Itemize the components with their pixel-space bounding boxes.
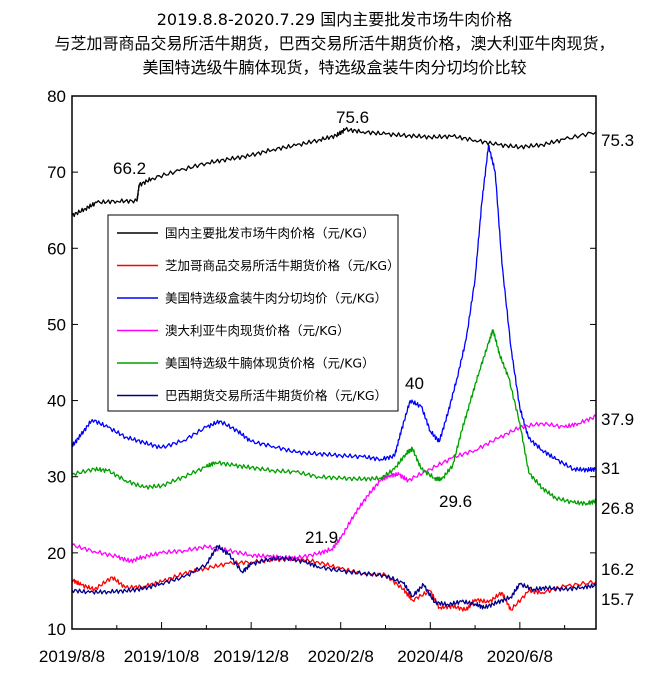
value-annotation-7: 26.8 xyxy=(601,499,634,518)
legend-label-3: 澳大利亚牛肉现货价格（元/KG） xyxy=(165,323,350,338)
legend-label-4: 美国特选级牛腩体现货价格（元/KG） xyxy=(165,356,375,371)
series-line-1 xyxy=(71,556,597,612)
plot-frame xyxy=(71,95,597,630)
series-line-5 xyxy=(71,544,597,610)
value-annotation-10: 15.7 xyxy=(601,590,634,609)
x-tick-label-2: 2019/12/8 xyxy=(213,647,289,666)
y-tick-label-5: 60 xyxy=(47,239,66,258)
value-annotation-5: 31 xyxy=(601,459,620,478)
value-annotation-3: 40 xyxy=(405,374,424,393)
title-line-1: 2019.8.8-2020.7.29 国内主要批发市场牛肉价格 xyxy=(156,10,513,29)
legend-label-5: 巴西期货交易所活牛期货价格（元/KG） xyxy=(165,388,387,403)
series-layer xyxy=(71,126,597,612)
series-line-4 xyxy=(71,329,597,506)
title-line-3: 美国特选级牛腩体现货，特选级盒装牛肉分切均价比较 xyxy=(142,58,527,77)
value-annotation-0: 66.2 xyxy=(113,159,146,178)
y-tick-label-3: 40 xyxy=(47,392,66,411)
title-line-2: 与芝加哥商品交易所活牛期货，巴西交易所活牛期货价格，澳大利亚牛肉现货， xyxy=(54,34,615,53)
y-tick-label-4: 50 xyxy=(47,315,66,334)
x-tick-label-5: 2020/6/8 xyxy=(487,647,553,666)
x-tick-label-3: 2020/2/8 xyxy=(308,647,374,666)
y-tick-label-1: 20 xyxy=(47,544,66,563)
chart-title: 2019.8.8-2020.7.29 国内主要批发市场牛肉价格 与芝加哥商品交易… xyxy=(0,8,669,80)
series-line-2 xyxy=(71,144,597,473)
legend-label-0: 国内主要批发市场牛肉价格（元/KG） xyxy=(165,226,375,241)
value-annotation-6: 29.6 xyxy=(439,492,472,511)
y-tick-label-0: 10 xyxy=(47,620,66,639)
value-annotation-2: 75.3 xyxy=(601,131,634,150)
legend: 国内主要批发市场牛肉价格（元/KG） 芝加哥商品交易所活牛期货价格（元/KG） 美国… xyxy=(107,214,400,412)
value-annotation-8: 21.9 xyxy=(305,528,338,547)
x-tick-label-4: 2020/4/8 xyxy=(397,647,463,666)
legend-label-1: 芝加哥商品交易所活牛期货价格（元/KG） xyxy=(165,258,400,273)
y-tick-label-2: 30 xyxy=(47,468,66,487)
x-tick-label-1: 2019/10/8 xyxy=(124,647,200,666)
y-tick-label-6: 70 xyxy=(47,163,66,182)
value-annotation-4: 37.9 xyxy=(601,410,634,429)
value-annotation-9: 16.2 xyxy=(601,560,634,579)
y-tick-label-7: 80 xyxy=(47,87,66,106)
axis-layer: 10 20 30 40 50 60 70 80 2019/8/8 2019/10/8 2019/12… xyxy=(39,87,596,666)
series-line-3 xyxy=(71,414,597,564)
series-line-0 xyxy=(71,126,597,218)
value-annotation-1: 75.6 xyxy=(336,108,369,127)
legend-box xyxy=(107,214,399,412)
x-tick-label-0: 2019/8/8 xyxy=(39,647,105,666)
legend-label-2: 美国特选级盒装牛肉分切均价（元/KG） xyxy=(165,291,387,306)
annotation-layer: 66.2 75.6 75.3 40 37.9 31 29.6 26.8 21.9 16.2 15.7 xyxy=(113,108,634,609)
